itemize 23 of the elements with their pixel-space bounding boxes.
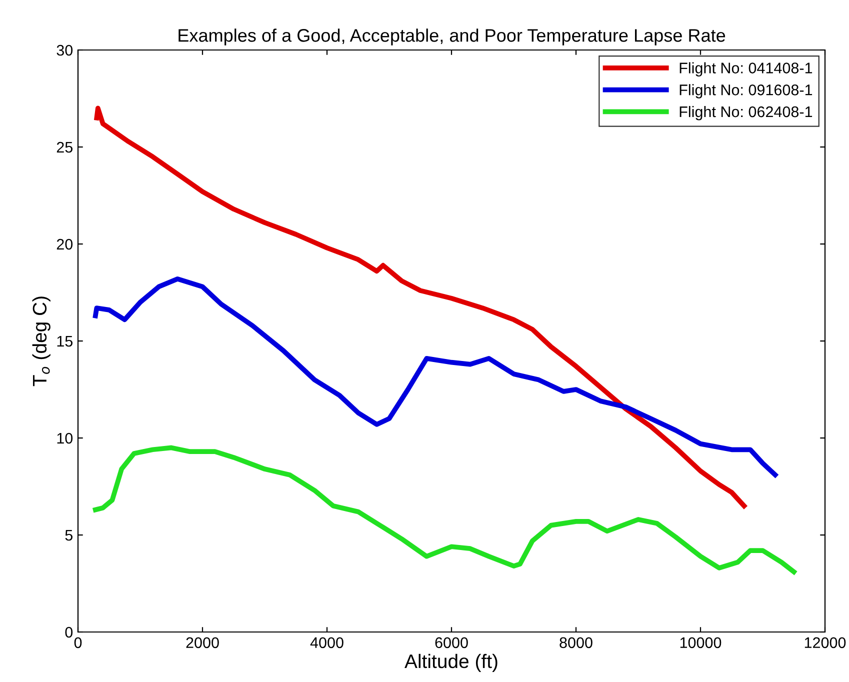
- legend-label: Flight No: 091608-1: [680, 84, 812, 98]
- x-tick-label: 12000: [804, 637, 846, 648]
- y-tick-label: 20: [56, 238, 73, 250]
- x-tick-label: 0: [74, 637, 82, 648]
- x-tick-label: 4000: [310, 637, 344, 648]
- y-axis-title: T$_{o}$ (deg C): [32, 296, 50, 386]
- y-tick-label: 0: [65, 626, 73, 638]
- x-tick-label: 10000: [680, 637, 722, 648]
- y-tick-label: 25: [56, 142, 72, 153]
- chart-title: Examples of a Good, Acceptable, and Poor Temperature Lapse Rate: [178, 28, 726, 46]
- y-tick-label: 5: [65, 530, 72, 541]
- x-tick-label: 2000: [186, 637, 219, 648]
- x-tick-label: 6000: [435, 637, 468, 648]
- line-series: [93, 276, 778, 478]
- legend-label: Flight No: 062408-1: [680, 106, 812, 120]
- line-series: [93, 445, 796, 574]
- y-tick-label: 10: [57, 432, 73, 444]
- line-series: [94, 106, 747, 508]
- x-axis-title: Altitude (ft): [404, 654, 498, 672]
- legend-label: Flight No: 041408-1: [680, 62, 812, 76]
- y-tick-label: 15: [57, 336, 72, 347]
- y-tick-label: 30: [56, 44, 73, 56]
- x-tick-label: 8000: [560, 637, 592, 648]
